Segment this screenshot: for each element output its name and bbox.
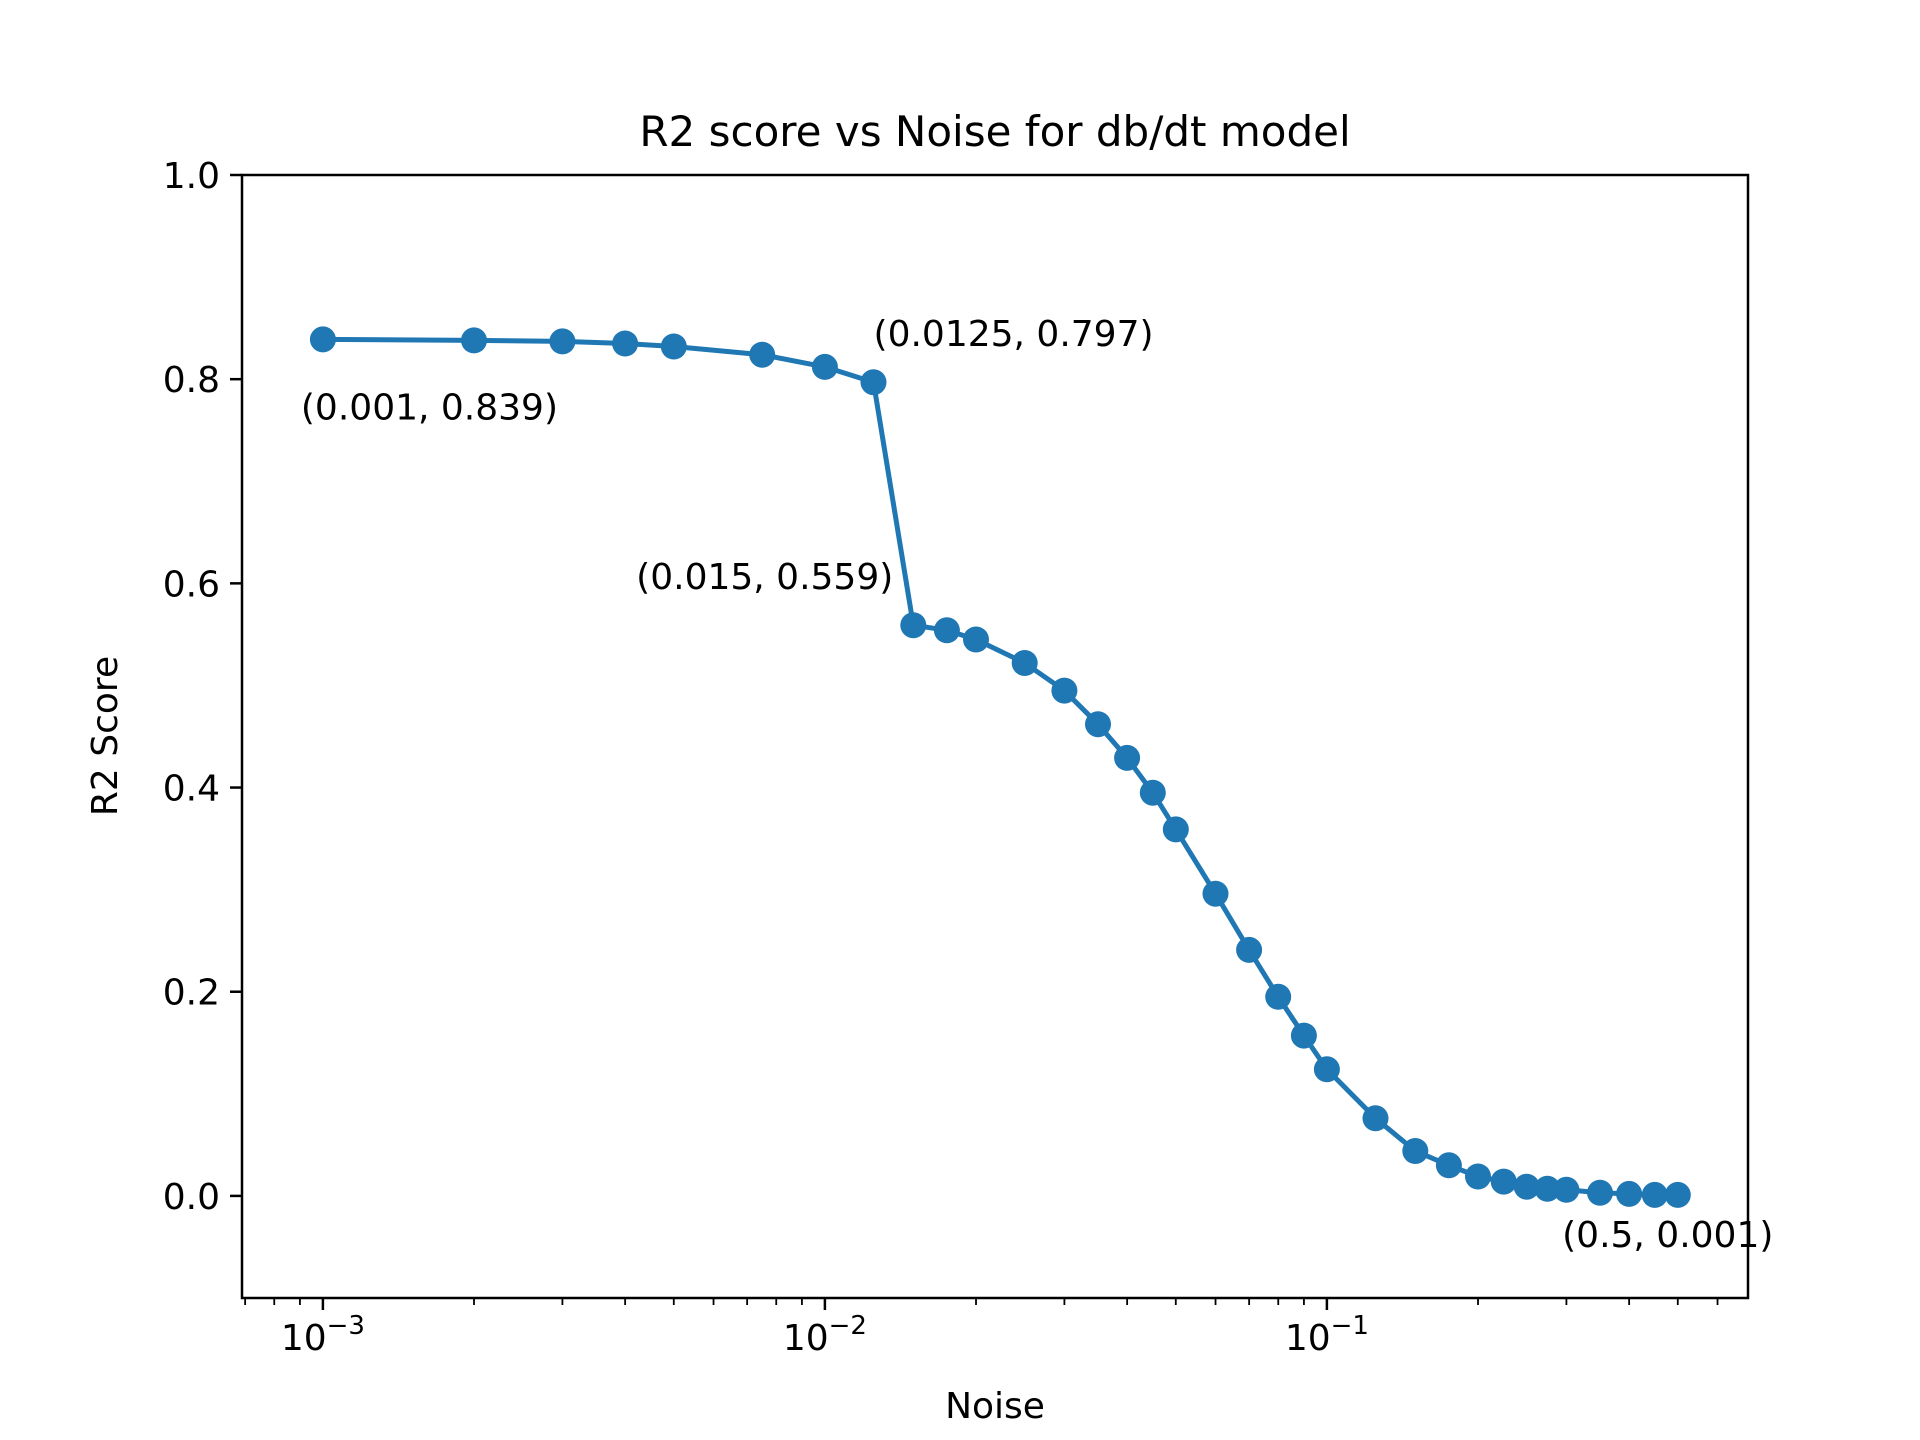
data-point bbox=[660, 333, 687, 360]
y-tick-label: 0.0 bbox=[163, 1177, 220, 1218]
data-point bbox=[612, 330, 639, 357]
data-point bbox=[1114, 744, 1141, 771]
data-point bbox=[1465, 1163, 1491, 1190]
x-tick-label: 10−3 bbox=[281, 1311, 365, 1359]
data-point bbox=[309, 326, 336, 353]
y-axis-label: R2 Score bbox=[85, 656, 126, 816]
x-tick-label: 10−1 bbox=[1285, 1311, 1369, 1359]
annotation-layer: (0.001, 0.839) (0.0125, 0.797) (0.015, 0.5… bbox=[301, 314, 1774, 1256]
data-point bbox=[1162, 816, 1189, 843]
data-point bbox=[1534, 1175, 1561, 1202]
data-point bbox=[749, 341, 776, 368]
point-annotation: (0.0125, 0.797) bbox=[874, 314, 1154, 355]
data-point bbox=[1553, 1176, 1580, 1203]
data-point bbox=[461, 327, 487, 354]
y-tick-label: 0.6 bbox=[163, 564, 220, 605]
data-point bbox=[811, 353, 838, 380]
data-point bbox=[1011, 650, 1038, 676]
data-point bbox=[1290, 1022, 1317, 1049]
x-minor-ticks bbox=[244, 1298, 1719, 1305]
data-point bbox=[1664, 1181, 1691, 1208]
data-point bbox=[1085, 711, 1111, 738]
data-point bbox=[1236, 936, 1263, 963]
data-point bbox=[1202, 880, 1229, 907]
x-ticks: 10−3 10−2 10−1 bbox=[281, 1298, 1369, 1359]
data-point bbox=[1362, 1105, 1389, 1132]
y-tick-label: 0.2 bbox=[163, 973, 220, 1014]
plot-frame bbox=[240, 173, 1750, 1300]
y-tick-label: 0.4 bbox=[163, 769, 220, 810]
point-annotation: (0.5, 0.001) bbox=[1562, 1215, 1773, 1256]
data-point bbox=[1402, 1138, 1429, 1164]
point-annotation: (0.015, 0.559) bbox=[636, 557, 893, 598]
point-annotation: (0.001, 0.839) bbox=[301, 387, 558, 428]
data-point bbox=[1513, 1173, 1540, 1200]
data-point bbox=[1435, 1152, 1462, 1179]
chart-title: R2 score vs Noise for db/dt model bbox=[639, 107, 1350, 156]
data-point bbox=[1313, 1056, 1340, 1083]
data-point bbox=[1051, 677, 1078, 704]
data-point bbox=[1641, 1181, 1668, 1208]
data-point bbox=[1139, 779, 1166, 806]
data-point bbox=[1587, 1179, 1613, 1206]
series-line bbox=[322, 336, 1678, 1198]
data-point bbox=[549, 328, 576, 355]
y-tick-label: 0.8 bbox=[163, 360, 220, 401]
data-point bbox=[963, 626, 989, 653]
y-tick-label: 1.0 bbox=[163, 156, 220, 197]
y-ticks: 0.0 0.2 0.4 0.6 0.8 1.0 bbox=[163, 156, 242, 1218]
x-axis-label: Noise bbox=[945, 1386, 1045, 1427]
data-point bbox=[933, 617, 960, 644]
data-point bbox=[860, 369, 887, 396]
x-tick-label: 10−2 bbox=[783, 1311, 867, 1359]
series-layer bbox=[309, 326, 1691, 1208]
data-point bbox=[1265, 983, 1292, 1010]
data-point bbox=[1490, 1168, 1517, 1195]
data-point bbox=[1616, 1180, 1643, 1207]
data-point bbox=[900, 612, 927, 639]
